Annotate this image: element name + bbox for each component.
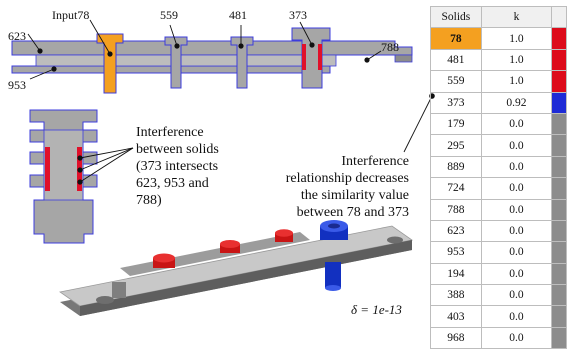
cell-color-bar xyxy=(551,305,567,328)
cell-color-bar xyxy=(551,70,567,93)
bolt-78 xyxy=(96,33,124,94)
cell-k: 0.0 xyxy=(480,262,553,286)
cell-k: 0.0 xyxy=(480,198,553,221)
cell-solid: 623 xyxy=(430,219,482,243)
table-row: 724 0.0 xyxy=(430,177,567,200)
cell-k: 0.92 xyxy=(480,91,553,114)
cell-solid: 373 xyxy=(430,91,482,114)
interference-zone-right xyxy=(318,44,322,70)
label-623: 623 xyxy=(8,29,26,43)
table-row: 388 0.0 xyxy=(430,284,567,307)
cell-color-bar xyxy=(551,219,567,243)
delta-label: δ = 1e-13 xyxy=(351,302,402,317)
cell-k: 0.0 xyxy=(480,112,553,136)
cell-k: 0.0 xyxy=(480,284,553,307)
table-row: 623 0.0 xyxy=(430,219,567,243)
label-481: 481 xyxy=(229,8,247,22)
cell-k: 0.0 xyxy=(480,134,553,157)
cell-solid: 559 xyxy=(430,70,482,93)
cell-k: 0.0 xyxy=(480,155,553,179)
table-row: 968 0.0 xyxy=(430,326,567,349)
header-solids: Solids xyxy=(430,5,482,29)
cell-solid: 724 xyxy=(430,177,482,200)
detail-view xyxy=(29,109,134,244)
table-header-row: Solids k xyxy=(430,5,567,29)
table-row: 179 0.0 xyxy=(430,112,567,136)
bolt-559 xyxy=(164,36,188,89)
cell-k: 0.0 xyxy=(480,177,553,200)
cell-color-bar xyxy=(551,177,567,200)
cell-color-bar xyxy=(551,326,567,349)
render-bolt-78 xyxy=(153,253,175,268)
label-559: 559 xyxy=(160,8,178,22)
bolt-481 xyxy=(230,36,254,89)
table-row: 295 0.0 xyxy=(430,134,567,157)
cell-k: 1.0 xyxy=(480,27,553,50)
upper-plate xyxy=(11,40,413,56)
header-k: k xyxy=(480,5,553,29)
cell-color-bar xyxy=(551,241,567,264)
similarity-table: Solids k 78 1.0 481 1.0 559 1.0 373 0.92 179 0.0 2… xyxy=(430,5,567,349)
cell-solid: 179 xyxy=(430,112,482,136)
assembly-render xyxy=(59,220,413,316)
interference-zone-left xyxy=(302,44,306,70)
assembly-figure xyxy=(11,19,435,316)
render-bolt-373 xyxy=(320,220,348,291)
table-row: 559 1.0 xyxy=(430,70,567,93)
table-row: 78 1.0 xyxy=(430,27,567,50)
cell-solid: 295 xyxy=(430,134,482,157)
cell-color-bar xyxy=(551,198,567,221)
cell-solid: 788 xyxy=(430,198,482,221)
cell-color-bar xyxy=(551,91,567,114)
label-953: 953 xyxy=(8,78,26,92)
cell-solid: 78 xyxy=(430,27,482,50)
cell-k: 0.0 xyxy=(480,241,553,264)
cell-color-bar xyxy=(551,262,567,286)
cell-k: 0.0 xyxy=(480,326,553,349)
cell-color-bar xyxy=(551,27,567,50)
table-row: 403 0.0 xyxy=(430,305,567,328)
table-row: 373 0.92 xyxy=(430,91,567,114)
end-cap-788 xyxy=(394,54,413,63)
cell-k: 1.0 xyxy=(480,48,553,72)
cell-solid: 481 xyxy=(430,48,482,72)
label-788: 788 xyxy=(381,40,399,54)
cell-color-bar xyxy=(551,112,567,136)
bolt-373 xyxy=(291,27,331,89)
cell-solid: 403 xyxy=(430,305,482,328)
label-373: 373 xyxy=(289,8,307,22)
cell-color-bar xyxy=(551,134,567,157)
cell-color-bar xyxy=(551,284,567,307)
table-row: 194 0.0 xyxy=(430,262,567,286)
cell-color-bar xyxy=(551,48,567,72)
render-bolt-559 xyxy=(220,240,240,253)
render-bolt-481 xyxy=(275,229,293,242)
cell-k: 0.0 xyxy=(480,219,553,243)
label-input78: Input78 xyxy=(52,8,90,22)
section-view xyxy=(11,19,413,94)
header-color xyxy=(551,5,567,29)
relationship-note: Interference relationship decreases the … xyxy=(285,154,409,220)
middle-plate xyxy=(35,54,337,67)
cell-color-bar xyxy=(551,155,567,179)
cell-k: 0.0 xyxy=(480,305,553,328)
cell-solid: 194 xyxy=(430,262,482,286)
interference-note: Interference between solids (373 interse… xyxy=(136,125,219,208)
cell-solid: 388 xyxy=(430,284,482,307)
cell-solid: 953 xyxy=(430,241,482,264)
cell-k: 1.0 xyxy=(480,70,553,93)
table-row: 788 0.0 xyxy=(430,198,567,221)
table-row: 889 0.0 xyxy=(430,155,567,179)
table-row: 953 0.0 xyxy=(430,241,567,264)
detail-interference-left xyxy=(45,147,50,191)
cell-solid: 889 xyxy=(430,155,482,179)
cell-solid: 968 xyxy=(430,326,482,349)
table-row: 481 1.0 xyxy=(430,48,567,72)
